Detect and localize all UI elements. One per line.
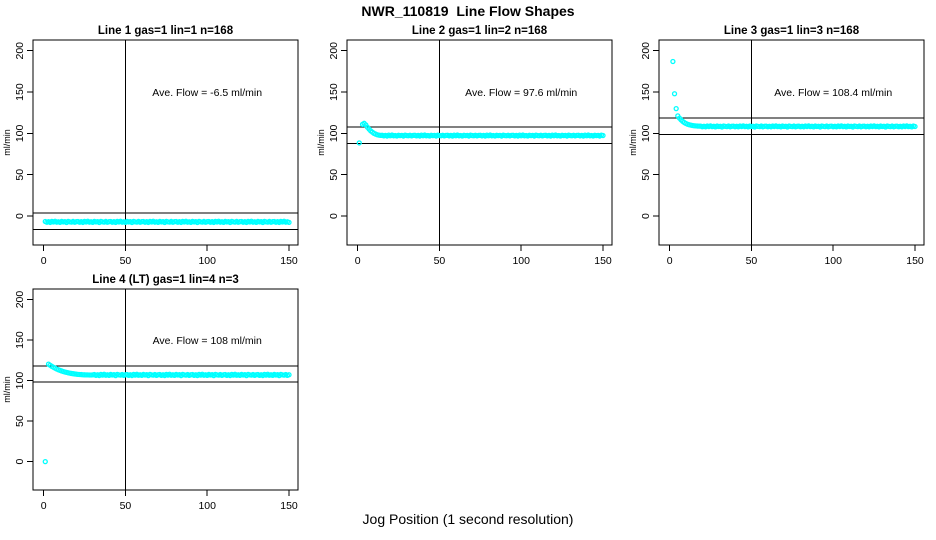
outlier-point bbox=[670, 58, 676, 65]
y-tick-label: 0 bbox=[328, 213, 340, 219]
y-axis-label: ml/min bbox=[628, 129, 638, 156]
x-tick-label: 50 bbox=[746, 255, 758, 267]
x-axis-label: Jog Position (1 second resolution) bbox=[362, 511, 574, 527]
ave-flow-annotation: Ave. Flow = 97.6 ml/min bbox=[465, 87, 577, 99]
y-tick-label: 200 bbox=[640, 42, 652, 60]
ave-flow-annotation: Ave. Flow = 108 ml/min bbox=[153, 335, 262, 347]
plot-box bbox=[658, 39, 925, 246]
y-tick-label: 200 bbox=[14, 291, 26, 309]
y-tick-label: 50 bbox=[14, 169, 26, 181]
data-points bbox=[42, 361, 292, 465]
plot-box bbox=[32, 288, 299, 491]
x-tick-label: 50 bbox=[120, 255, 132, 267]
y-tick-label: 100 bbox=[328, 124, 340, 142]
data-points bbox=[42, 218, 292, 226]
x-tick-label: 0 bbox=[41, 500, 47, 512]
y-tick-label: 200 bbox=[14, 42, 26, 60]
y-tick-label: 100 bbox=[640, 124, 652, 142]
y-tick-label: 100 bbox=[14, 372, 26, 390]
y-tick-label: 50 bbox=[640, 169, 652, 181]
outlier-point bbox=[673, 105, 679, 112]
subplot-line-3: 0 50 100 150 0 50 100 150 200 ml/min Line 3 gas=1 … bbox=[628, 25, 925, 267]
x-tick-label: 100 bbox=[198, 255, 216, 267]
subplot-title: Line 2 gas=1 lin=2 n=168 bbox=[412, 25, 548, 37]
y-tick-label: 150 bbox=[14, 331, 26, 349]
y-tick-label: 0 bbox=[640, 213, 652, 219]
x-tick-label: 0 bbox=[667, 255, 673, 267]
y-tick-label: 0 bbox=[14, 459, 26, 465]
x-tick-label: 150 bbox=[594, 255, 612, 267]
outlier-point bbox=[671, 91, 678, 97]
ave-flow-annotation: Ave. Flow = -6.5 ml/min bbox=[152, 87, 262, 99]
y-tick-label: 150 bbox=[14, 83, 26, 101]
x-tick-label: 0 bbox=[355, 255, 361, 267]
x-tick-label: 0 bbox=[41, 255, 47, 267]
plot-box bbox=[32, 39, 299, 246]
figure-title: NWR_110819 Line Flow Shapes bbox=[361, 3, 575, 19]
subplot-title: Line 3 gas=1 lin=3 n=168 bbox=[724, 25, 860, 37]
subplot-line-2: 0 50 100 150 0 50 100 150 200 ml/min Line 2 gas=1 … bbox=[316, 25, 613, 267]
outlier-point bbox=[42, 458, 48, 465]
x-tick-label: 100 bbox=[824, 255, 842, 267]
plot-box bbox=[346, 39, 613, 246]
y-tick-label: 150 bbox=[328, 83, 340, 101]
ave-flow-annotation: Ave. Flow = 108.4 ml/min bbox=[774, 87, 892, 99]
y-tick-label: 150 bbox=[640, 83, 652, 101]
y-axis-label: ml/min bbox=[316, 129, 326, 156]
y-tick-label: 200 bbox=[328, 42, 340, 60]
subplot-line-1: 0 50 100 150 0 50 100 150 200 ml/min Line 1 gas=1 … bbox=[2, 25, 299, 267]
y-axis-label: ml/min bbox=[2, 376, 12, 403]
x-tick-label: 100 bbox=[512, 255, 530, 267]
data-point bbox=[912, 123, 918, 130]
x-tick-label: 100 bbox=[198, 500, 216, 512]
y-tick-label: 100 bbox=[14, 124, 26, 142]
subplot-title: Line 1 gas=1 lin=1 n=168 bbox=[98, 25, 234, 37]
outlier-point bbox=[356, 140, 362, 146]
data-point bbox=[286, 372, 292, 378]
subplot-title: Line 4 (LT) gas=1 lin=4 n=3 bbox=[92, 274, 238, 286]
subplot-line-4: 0 50 100 150 0 50 100 150 200 ml/min Line 4 (LT) g… bbox=[2, 274, 299, 512]
data-point bbox=[600, 132, 606, 139]
data-points bbox=[356, 120, 606, 146]
x-tick-label: 150 bbox=[280, 255, 298, 267]
data-points bbox=[670, 58, 918, 130]
y-axis-label: ml/min bbox=[2, 129, 12, 156]
x-tick-label: 150 bbox=[280, 500, 298, 512]
x-tick-label: 50 bbox=[120, 500, 132, 512]
data-point bbox=[286, 219, 292, 226]
x-tick-label: 150 bbox=[906, 255, 924, 267]
x-tick-label: 50 bbox=[434, 255, 446, 267]
y-tick-label: 50 bbox=[328, 169, 340, 181]
y-tick-label: 0 bbox=[14, 213, 26, 219]
y-tick-label: 50 bbox=[14, 415, 26, 427]
